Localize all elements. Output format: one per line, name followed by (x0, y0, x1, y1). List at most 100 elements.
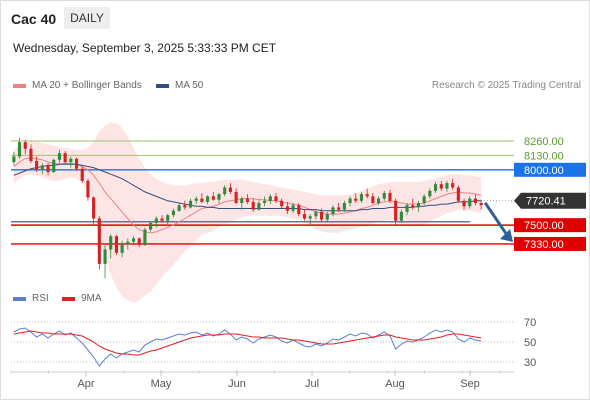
candle-body (428, 190, 432, 197)
candle (377, 196, 381, 206)
candle (342, 200, 346, 212)
candle-body (337, 207, 341, 210)
candle-body (234, 191, 238, 203)
candle (143, 227, 147, 247)
candle (17, 137, 22, 159)
candle-body (325, 214, 329, 220)
datetime-label: Wednesday, September 3, 2025 5:33:33 PM … (13, 41, 277, 55)
candle (274, 193, 278, 203)
candle-body (280, 200, 284, 207)
candle (171, 208, 175, 218)
candle (251, 198, 255, 212)
rsi-tick-30: 30 (524, 357, 536, 369)
candle (399, 209, 403, 223)
candle-body (188, 200, 193, 208)
candle-body (371, 196, 375, 203)
candle-body (342, 203, 346, 210)
candle-body (183, 205, 187, 208)
x-axis: Apr May Jun Jul Aug Sep (10, 370, 514, 390)
candle (109, 233, 113, 259)
bollinger-band (13, 122, 482, 303)
candle-body (422, 196, 426, 203)
candle (479, 199, 483, 210)
ma50-swatch-icon (156, 83, 169, 88)
candle-body (12, 156, 16, 163)
candle-body (291, 205, 295, 211)
candle (268, 194, 272, 205)
candle (320, 208, 324, 222)
candle-body (52, 159, 56, 173)
candle-body (462, 200, 466, 207)
rsi-swatch-icon (13, 296, 26, 301)
candle (86, 178, 90, 201)
candle (69, 156, 73, 168)
candle-body (200, 198, 204, 202)
rsi-panel: 70 50 30 (11, 317, 536, 369)
candle-body (74, 158, 79, 169)
candle-body (206, 196, 210, 202)
x-tick-Jul: Jul (305, 378, 319, 390)
candle (331, 205, 335, 217)
candle (12, 152, 16, 166)
candle (160, 215, 164, 223)
candle (46, 163, 50, 176)
candle-body (126, 241, 130, 244)
candle-body (223, 187, 227, 195)
candle-body (160, 218, 164, 221)
candle-body (228, 187, 232, 192)
rsi-ma-line (13, 330, 482, 356)
candle (297, 203, 301, 217)
candle-body (57, 153, 62, 160)
candle (206, 195, 210, 205)
candle-body (86, 180, 90, 198)
legend-ma20: MA 20 + Bollinger Bands (13, 80, 142, 91)
candle-body (143, 229, 147, 246)
candle (439, 180, 443, 191)
candle-body (257, 203, 261, 210)
candle (240, 196, 244, 210)
candle (280, 198, 284, 209)
source-credit: Research © 2025 Trading Central (431, 80, 581, 91)
bollinger-band-area (13, 122, 482, 303)
candle (354, 193, 358, 203)
candle (422, 194, 426, 206)
candle (433, 181, 438, 194)
candle (188, 198, 193, 209)
rsi-tick-70: 70 (524, 317, 536, 329)
level-label-8130.00: 8130.00 (524, 150, 564, 162)
candle-body (473, 198, 478, 203)
candle-body (411, 205, 415, 208)
candle (228, 183, 232, 195)
candle-body (35, 160, 39, 170)
candle-body (405, 205, 409, 212)
ma20-swatch-icon (13, 83, 26, 88)
candle-body (451, 183, 455, 188)
candle-body (382, 193, 386, 199)
candle (263, 196, 267, 207)
candle (394, 198, 398, 226)
candle-body (359, 194, 364, 201)
legend-ma50-label: MA 50 (175, 80, 204, 91)
candle (23, 139, 27, 155)
candle-body (63, 153, 67, 163)
candle-body (131, 238, 136, 242)
level-label-7500.00: 7500.00 (524, 220, 564, 232)
candle (35, 156, 39, 173)
candle-body (240, 198, 244, 203)
legend-rsi-ma: 9MA (62, 293, 102, 304)
candle (149, 221, 153, 232)
candle (371, 193, 375, 205)
candle-body (416, 203, 421, 208)
candle (314, 209, 318, 220)
candle (80, 166, 84, 184)
x-tick-Aug: Aug (385, 378, 405, 390)
candle-body (69, 158, 73, 163)
candle (257, 200, 261, 211)
candle-body (154, 218, 158, 223)
timeframe-button[interactable]: DAILY (64, 7, 110, 29)
candle-body (171, 210, 175, 216)
candle (302, 209, 307, 221)
candle-body (194, 198, 198, 201)
candle (348, 196, 352, 207)
candle-body (217, 194, 221, 200)
